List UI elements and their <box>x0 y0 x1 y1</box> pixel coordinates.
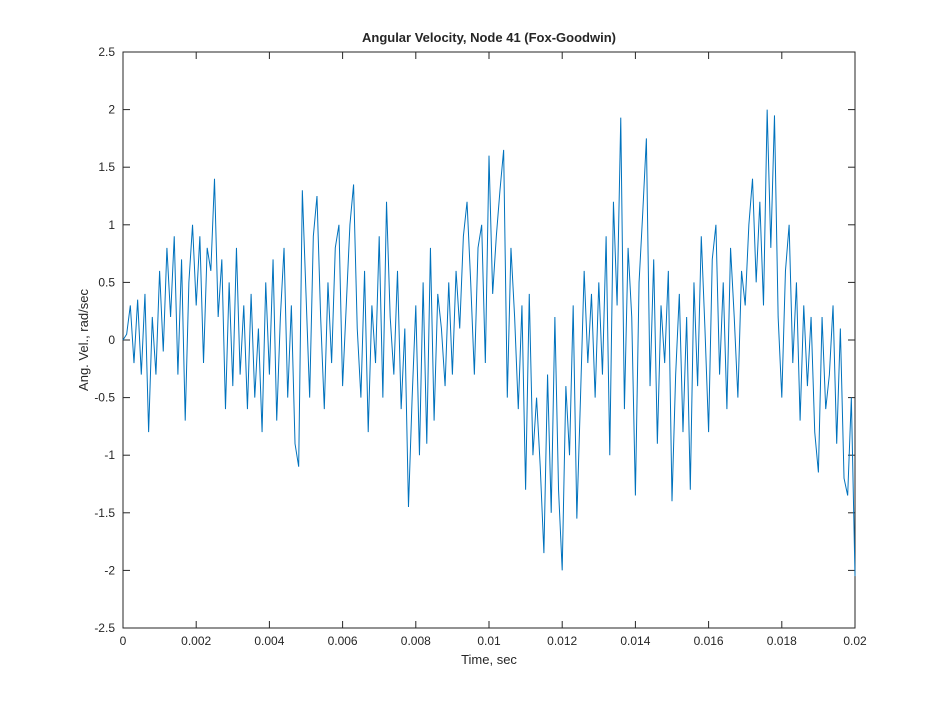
axes-box <box>122 51 856 629</box>
x-tick-label: 0.018 <box>767 634 797 648</box>
y-axis-label: Ang. Vel., rad/sec <box>76 289 91 391</box>
y-tick-label: 2.5 <box>98 45 115 59</box>
x-axis-label: Time, sec <box>461 652 517 667</box>
y-tick-label: -2 <box>104 563 115 577</box>
y-tick-label: -1.5 <box>94 506 115 520</box>
chart-title: Angular Velocity, Node 41 (Fox-Goodwin) <box>362 30 616 45</box>
y-tick-label: 0 <box>108 333 115 347</box>
x-tick-label: 0 <box>120 634 127 648</box>
y-tick-label: -0.5 <box>94 391 115 405</box>
y-tick-label: 1 <box>108 218 115 232</box>
y-tick-label: 2 <box>108 103 115 117</box>
y-tick-label: 1.5 <box>98 160 115 174</box>
x-tick-label: 0.02 <box>843 634 867 648</box>
x-tick-label: 0.002 <box>181 634 211 648</box>
x-tick-label: 0.008 <box>401 634 431 648</box>
y-tick-label: 0.5 <box>98 275 115 289</box>
y-tick-label: -1 <box>104 448 115 462</box>
y-tick-label: -2.5 <box>94 621 115 635</box>
x-tick-label: 0.012 <box>547 634 577 648</box>
x-tick-label: 0.014 <box>620 634 650 648</box>
x-tick-label: 0.016 <box>694 634 724 648</box>
x-tick-label: 0.004 <box>254 634 284 648</box>
x-tick-label: 0.006 <box>328 634 358 648</box>
data-line <box>122 109 856 577</box>
x-tick-label: 0.01 <box>477 634 501 648</box>
